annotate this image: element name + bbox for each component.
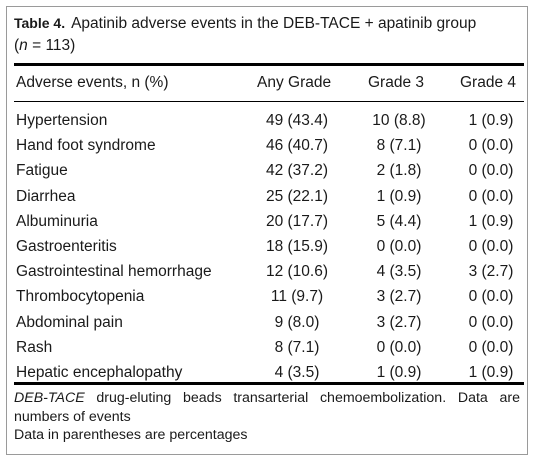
table-header-row: Adverse events, n (%) Any Grade Grade 3 …	[14, 72, 524, 94]
cell-adverse-event: Abdominal pain	[16, 313, 123, 331]
table-frame	[6, 6, 528, 455]
table-footnote: DEB-TACE drug-eluting beads transarteria…	[14, 389, 520, 445]
sample-size-value: = 113)	[27, 37, 76, 54]
cell-any-grade: 49 (43.4)	[265, 112, 329, 129]
cell-any-grade: 18 (15.9)	[265, 238, 329, 255]
table-label: Table 4.	[14, 15, 66, 31]
cell-grade-3: 1 (0.9)	[376, 364, 422, 381]
footnote-abbreviation: DEB-TACE	[14, 390, 85, 406]
table-caption: Table 4. Apatinib adverse events in the D…	[14, 15, 477, 54]
sample-size-symbol: n	[19, 37, 28, 54]
cell-grade-4: 0 (0.0)	[468, 313, 514, 331]
cell-any-grade: 20 (17.7)	[265, 212, 329, 230]
table-bottom-rule	[14, 382, 524, 385]
table-row: Fatigue 42 (37.2) 2 (1.8) 0 (0.0)	[14, 160, 524, 182]
cell-grade-4: 0 (0.0)	[468, 288, 514, 306]
cell-grade-3: 10 (8.8)	[372, 112, 426, 129]
header-grade-3: Grade 3	[368, 74, 425, 91]
cell-adverse-event: Rash	[16, 338, 53, 356]
cell-grade-3: 3 (2.7)	[376, 288, 422, 306]
cell-adverse-event: Gastrointestinal hemorrhage	[16, 263, 212, 281]
cell-adverse-event: Fatigue	[16, 162, 68, 180]
header-any-grade: Any Grade	[257, 74, 332, 91]
cell-grade-3: 2 (1.8)	[376, 162, 422, 180]
cell-adverse-event: Hand foot syndrome	[16, 137, 156, 155]
cell-grade-3: 1 (0.9)	[376, 187, 422, 205]
cell-grade-3: 0 (0.0)	[376, 338, 422, 356]
table-row: Hepatic encephalopathy 4 (3.5) 1 (0.9) 1 (0…	[14, 362, 524, 384]
footnote-definition: drug-eluting beads transarterial chemoem…	[14, 390, 520, 425]
table-header-rule	[14, 101, 524, 103]
cell-adverse-event: Albuminuria	[16, 212, 98, 230]
table-row: Albuminuria 20 (17.7) 5 (4.4) 1 (0.9)	[14, 211, 524, 233]
cell-any-grade: 42 (37.2)	[265, 162, 329, 180]
cell-adverse-event: Hepatic encephalopathy	[16, 364, 183, 381]
cell-grade-4: 1 (0.9)	[468, 364, 514, 381]
header-adverse-events: Adverse events, n (%)	[16, 74, 169, 91]
table-top-rule	[14, 63, 524, 66]
footnote-note: Data in parentheses are percentages	[14, 427, 248, 443]
cell-grade-4: 0 (0.0)	[468, 187, 514, 205]
cell-adverse-event: Diarrhea	[16, 187, 76, 205]
table-row: Gastroenteritis 18 (15.9) 0 (0.0) 0 (0.0)	[14, 236, 524, 258]
cell-grade-4: 0 (0.0)	[468, 338, 514, 356]
cell-grade-3: 5 (4.4)	[376, 212, 422, 230]
table-title: Apatinib adverse events in the DEB-TACE …	[71, 15, 477, 32]
cell-grade-4: 0 (0.0)	[468, 162, 514, 180]
cell-grade-4: 3 (2.7)	[468, 263, 514, 281]
table-row: Hypertension 49 (43.4) 10 (8.8) 1 (0.9)	[14, 110, 524, 132]
table-row: Thrombocytopenia 11 (9.7) 3 (2.7) 0 (0.0)	[14, 286, 524, 308]
cell-grade-4: 1 (0.9)	[468, 212, 514, 230]
cell-adverse-event: Hypertension	[16, 112, 108, 129]
cell-grade-4: 0 (0.0)	[468, 137, 514, 155]
cell-any-grade: 4 (3.5)	[274, 364, 320, 381]
cell-grade-3: 3 (2.7)	[376, 313, 422, 331]
cell-grade-4: 0 (0.0)	[468, 238, 514, 255]
cell-any-grade: 8 (7.1)	[274, 338, 320, 356]
table-row: Gastrointestinal hemorrhage 12 (10.6) 4 (3…	[14, 261, 524, 283]
cell-adverse-event: Thrombocytopenia	[16, 288, 145, 306]
cell-grade-3: 8 (7.1)	[376, 137, 422, 155]
cell-any-grade: 12 (10.6)	[265, 263, 329, 281]
cell-any-grade: 11 (9.7)	[270, 288, 324, 306]
header-grade-4: Grade 4	[460, 74, 517, 91]
cell-any-grade: 25 (22.1)	[265, 187, 329, 205]
table-row: Rash 8 (7.1) 0 (0.0) 0 (0.0)	[14, 337, 524, 359]
cell-grade-3: 4 (3.5)	[376, 263, 422, 281]
table-row: Abdominal pain 9 (8.0) 3 (2.7) 0 (0.0)	[14, 312, 524, 334]
table-row: Diarrhea 25 (22.1) 1 (0.9) 0 (0.0)	[14, 186, 524, 208]
cell-any-grade: 9 (8.0)	[274, 313, 320, 331]
cell-adverse-event: Gastroenteritis	[16, 238, 117, 255]
cell-grade-3: 0 (0.0)	[376, 238, 422, 255]
cell-any-grade: 46 (40.7)	[265, 137, 329, 155]
cell-grade-4: 1 (0.9)	[468, 112, 514, 129]
table-row: Hand foot syndrome 46 (40.7) 8 (7.1) 0 (0.0…	[14, 135, 524, 157]
